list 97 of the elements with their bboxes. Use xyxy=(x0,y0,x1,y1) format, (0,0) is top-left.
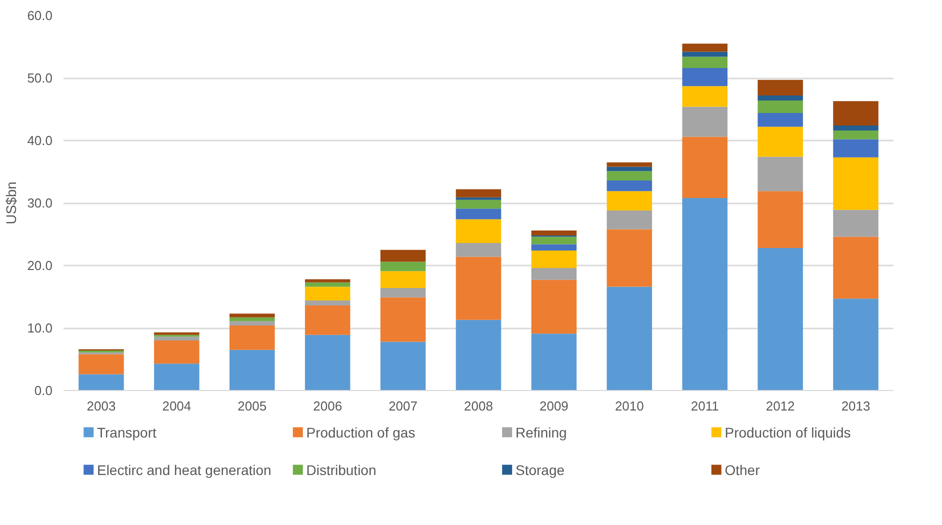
bar xyxy=(531,230,577,236)
bar xyxy=(230,317,275,322)
bar xyxy=(456,200,502,209)
x-tick-label: 2003 xyxy=(86,398,116,414)
bar xyxy=(758,191,803,248)
x-tick-label: 2005 xyxy=(238,398,267,414)
bar xyxy=(456,197,502,200)
bar xyxy=(682,198,728,390)
legend-label: Production of gas xyxy=(306,424,416,440)
x-tick-label: 2013 xyxy=(841,398,870,414)
bar xyxy=(606,162,652,167)
bar xyxy=(531,236,577,244)
bar xyxy=(154,364,200,390)
bar xyxy=(380,297,426,342)
legend-label: Production of liquids xyxy=(724,424,851,440)
bar xyxy=(304,300,350,306)
bar xyxy=(833,210,878,237)
y-axis-title: US$bn xyxy=(3,182,20,224)
x-tick-label: 2009 xyxy=(539,398,568,414)
bar xyxy=(606,286,652,390)
bar xyxy=(380,271,426,288)
legend-label: Distribution xyxy=(306,462,376,478)
bar xyxy=(456,320,502,390)
bar xyxy=(758,100,803,113)
bar xyxy=(154,332,200,335)
bar xyxy=(456,208,502,220)
bar xyxy=(758,113,803,127)
legend-label: Transport xyxy=(96,424,156,440)
bar xyxy=(833,298,878,390)
bar xyxy=(531,244,577,250)
bar xyxy=(758,96,803,100)
bar xyxy=(833,101,878,126)
x-tick-label: 2007 xyxy=(388,398,418,414)
legend-label: Electirc and heat generation xyxy=(96,462,272,478)
bar xyxy=(758,80,803,96)
bar xyxy=(304,279,350,282)
bar xyxy=(304,334,350,390)
bar xyxy=(230,326,275,350)
bar xyxy=(380,250,426,262)
bar xyxy=(78,374,124,390)
bar xyxy=(682,44,728,52)
x-tick-label: 2011 xyxy=(690,398,719,414)
bar xyxy=(380,342,426,390)
legend-label: Other xyxy=(724,462,760,478)
bar xyxy=(380,262,426,272)
bar xyxy=(682,86,728,107)
bar xyxy=(606,229,652,287)
bar xyxy=(456,256,502,320)
bar xyxy=(531,280,577,334)
bar xyxy=(531,334,577,390)
bar xyxy=(230,350,275,390)
bar xyxy=(304,306,350,335)
bar xyxy=(682,136,728,198)
bar xyxy=(531,250,577,268)
bar xyxy=(682,68,728,86)
bar xyxy=(833,236,878,299)
legend-label: Storage xyxy=(515,462,565,478)
bar xyxy=(682,52,728,57)
y-tick-label: 30.0 xyxy=(27,196,53,210)
x-tick-label: 2006 xyxy=(313,398,342,414)
y-tick-label: 50.0 xyxy=(27,70,53,86)
bar xyxy=(78,354,124,374)
bar xyxy=(230,314,275,318)
y-tick-label: 60.0 xyxy=(27,8,53,23)
bar xyxy=(380,288,426,298)
bar xyxy=(304,286,350,300)
x-tick-label: 2012 xyxy=(766,398,795,414)
bar xyxy=(304,282,350,287)
y-tick-label: 0.0 xyxy=(34,383,53,398)
y-tick-label: 40.0 xyxy=(27,133,53,148)
bar xyxy=(758,248,803,390)
bar xyxy=(154,340,200,364)
bar xyxy=(456,243,502,257)
y-tick-label: 10.0 xyxy=(27,320,53,336)
x-tick-label: 2010 xyxy=(614,398,644,414)
bar xyxy=(456,219,502,243)
x-tick-label: 2008 xyxy=(464,398,493,414)
y-tick-label: 20.0 xyxy=(27,258,53,273)
bar xyxy=(606,166,652,172)
bar xyxy=(531,268,577,280)
bar xyxy=(758,156,803,192)
bar xyxy=(230,321,275,326)
bar xyxy=(833,126,878,130)
bar xyxy=(606,191,652,210)
bar xyxy=(456,189,502,198)
bar xyxy=(833,130,878,140)
bar xyxy=(833,157,878,210)
legend-label: Refining xyxy=(515,424,567,440)
bar xyxy=(606,210,652,230)
bar xyxy=(606,180,652,192)
bar xyxy=(682,106,728,137)
bar xyxy=(154,336,200,340)
x-tick-label: 2004 xyxy=(162,398,192,414)
bar xyxy=(682,56,728,68)
bar xyxy=(606,171,652,180)
bar xyxy=(833,139,878,158)
bar xyxy=(758,126,803,157)
